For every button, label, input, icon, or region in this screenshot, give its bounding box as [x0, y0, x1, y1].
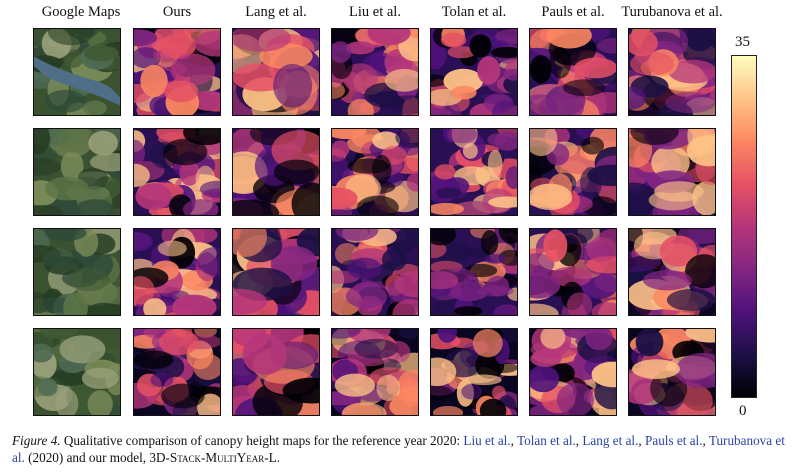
tile-lang-row-2	[232, 128, 320, 216]
tile-pauls-row-2	[529, 128, 617, 216]
tile-lang-row-1	[232, 28, 320, 116]
tile-liu-row-3	[331, 228, 419, 316]
tile-google-maps-row-3	[33, 228, 121, 316]
tile-turubanova-row-4	[628, 328, 716, 416]
tile-lang-row-3	[232, 228, 320, 316]
tile-ours-row-1	[133, 28, 221, 116]
tile-lang-row-4	[232, 328, 320, 416]
caption-separator: ,	[575, 433, 583, 448]
citation-link-liu[interactable]: Liu et al.	[463, 433, 511, 448]
tile-tolan-row-3	[430, 228, 518, 316]
figure-label: Figure 4.	[12, 433, 61, 448]
caption-text: (2020) and our model,	[24, 450, 150, 465]
column-header-google-maps: Google Maps	[41, 4, 121, 20]
column-header-pauls: Pauls et al.	[541, 4, 605, 20]
caption-text: Qualitative comparison of canopy height …	[60, 433, 464, 448]
tile-liu-row-1	[331, 28, 419, 116]
citation-link-lang[interactable]: Lang et al.	[582, 433, 639, 448]
figure-caption: Figure 4. Qualitative comparison of cano…	[12, 432, 792, 466]
tile-ours-row-3	[133, 228, 221, 316]
caption-text: .	[276, 450, 281, 465]
tile-tolan-row-4	[430, 328, 518, 416]
column-header-lang: Lang et al.	[245, 4, 307, 20]
tile-google-maps-row-1	[33, 28, 121, 116]
tile-ours-row-2	[133, 128, 221, 216]
caption-separator: ,	[510, 433, 518, 448]
tile-pauls-row-4	[529, 328, 617, 416]
tile-google-maps-row-4	[33, 328, 121, 416]
column-header-liu: Liu et al.	[349, 4, 401, 20]
column-header-tolan: Tolan et al.	[441, 4, 507, 20]
column-header-turubanova: Turubanova et al.	[621, 4, 723, 20]
tile-pauls-row-3	[529, 228, 617, 316]
tile-ours-row-4	[133, 328, 221, 416]
colorbar	[731, 55, 757, 398]
model-name: 3D-Stack-MultiYear-L	[149, 450, 277, 465]
citation-link-pauls[interactable]: Pauls et al.	[645, 433, 703, 448]
citation-link-turubanova[interactable]: Turubanova et al.	[12, 433, 785, 465]
citation-link-tolan[interactable]: Tolan et al.	[517, 433, 576, 448]
tile-turubanova-row-3	[628, 228, 716, 316]
tile-tolan-row-1	[430, 28, 518, 116]
colorbar-max-label: 35	[735, 34, 750, 50]
caption-separator: ,	[638, 433, 645, 448]
tile-tolan-row-2	[430, 128, 518, 216]
column-header-ours: Ours	[162, 4, 192, 20]
tile-pauls-row-1	[529, 28, 617, 116]
colorbar-min-label: 0	[739, 403, 747, 419]
tile-liu-row-2	[331, 128, 419, 216]
tile-turubanova-row-2	[628, 128, 716, 216]
tile-google-maps-row-2	[33, 128, 121, 216]
caption-separator: ,	[702, 433, 709, 448]
tile-turubanova-row-1	[628, 28, 716, 116]
tile-liu-row-4	[331, 328, 419, 416]
